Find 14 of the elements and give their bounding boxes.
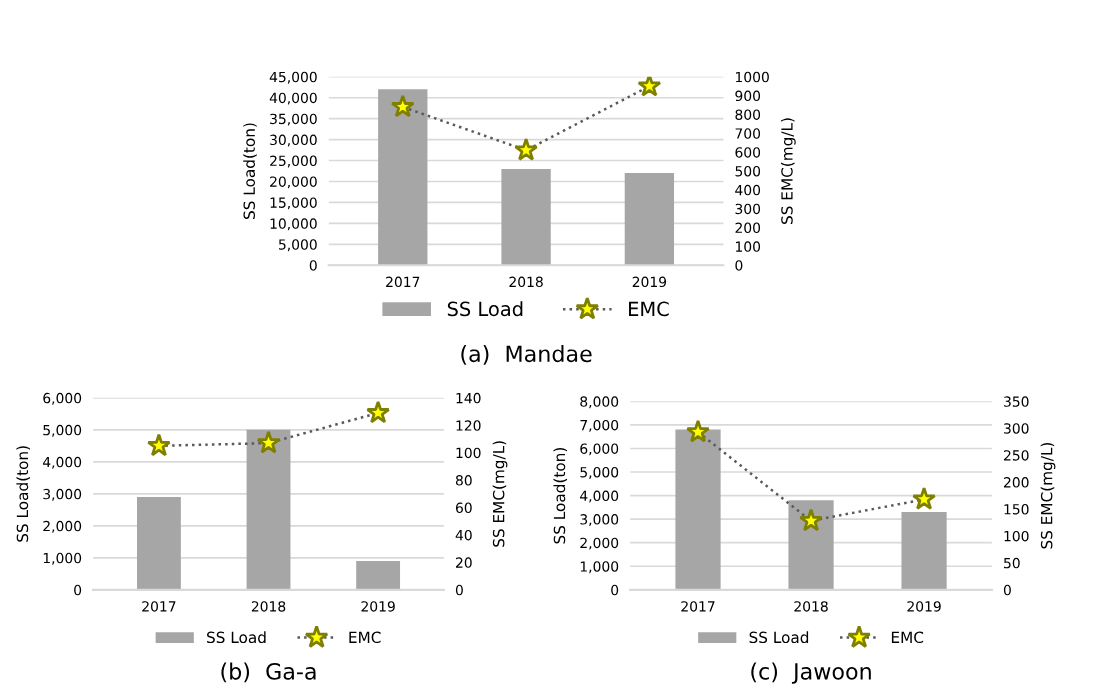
bar xyxy=(901,512,947,590)
bar xyxy=(624,173,675,266)
text: (a) Mandae xyxy=(461,344,592,365)
bar xyxy=(378,89,428,266)
legend-label: SS Load xyxy=(447,301,523,317)
bar xyxy=(788,500,834,590)
bar xyxy=(501,168,551,266)
bar xyxy=(675,429,721,590)
text: (b) Ga-a xyxy=(221,662,316,683)
text: (c) Jawoon xyxy=(751,662,871,684)
legend-label: EMC xyxy=(629,301,669,317)
bar xyxy=(137,497,181,590)
bar xyxy=(356,561,401,590)
bar xyxy=(246,429,291,590)
